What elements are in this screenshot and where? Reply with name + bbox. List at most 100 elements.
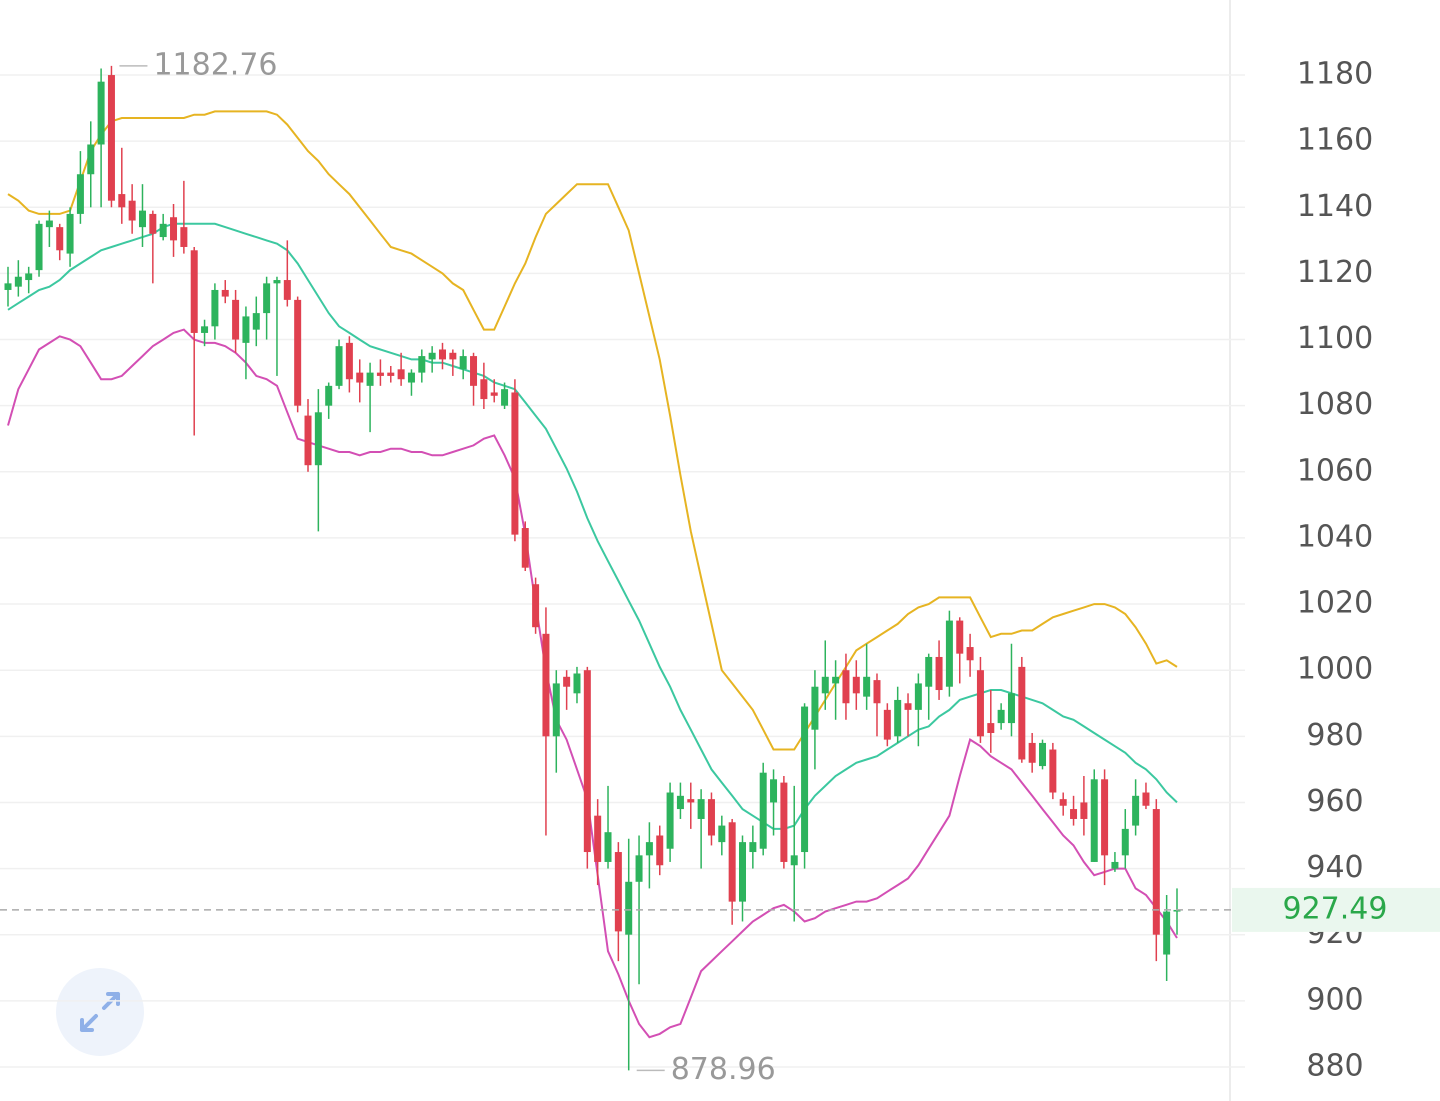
- candle-body: [821, 676, 829, 694]
- candle-body: [1142, 792, 1150, 806]
- candle-body: [749, 842, 757, 853]
- candle-body: [14, 276, 22, 287]
- candle-body: [842, 670, 850, 704]
- candle-body: [832, 676, 840, 684]
- candle-body: [552, 683, 560, 737]
- candle-body: [273, 280, 281, 284]
- candle-body: [1007, 693, 1015, 724]
- candle-body: [159, 223, 167, 238]
- candle-body: [325, 385, 333, 406]
- candle-body: [904, 703, 912, 710]
- candle-body: [1132, 795, 1140, 826]
- candle-body: [883, 709, 891, 740]
- candle-body: [97, 81, 105, 145]
- candle-body: [925, 656, 933, 687]
- candle-body: [997, 709, 1005, 724]
- candle-body: [201, 326, 209, 333]
- candle-body: [118, 194, 126, 208]
- candle-body: [470, 356, 478, 386]
- candle-body: [221, 289, 229, 297]
- y-tick-label: 1100: [1297, 321, 1373, 356]
- candle-body: [376, 372, 384, 376]
- candle-body: [976, 670, 984, 737]
- band-line: [7, 328, 1178, 1039]
- candle-body: [604, 832, 612, 862]
- candle-body: [594, 815, 602, 862]
- candle-body: [459, 356, 467, 370]
- candle-body: [759, 772, 767, 849]
- candle-body: [1152, 809, 1160, 935]
- candle-body: [490, 392, 498, 396]
- candle-body: [283, 280, 291, 300]
- y-tick-label: 940: [1306, 850, 1363, 885]
- candle-body: [852, 676, 860, 694]
- candle-body: [211, 289, 219, 327]
- candle-body: [180, 227, 188, 247]
- candle-body: [687, 799, 695, 803]
- band-line: [7, 110, 1178, 751]
- candle-body: [45, 220, 53, 228]
- candle-body: [573, 673, 581, 694]
- y-tick-label: 1060: [1297, 453, 1373, 488]
- y-tick-label: 980: [1306, 718, 1363, 753]
- candle-body: [945, 620, 953, 687]
- candle-body: [914, 683, 922, 710]
- candle-body: [1101, 779, 1109, 856]
- candle-body: [304, 415, 312, 466]
- candle-body: [718, 825, 726, 843]
- y-tick-label: 1000: [1297, 652, 1373, 687]
- candle-body: [645, 842, 653, 856]
- extreme-label: 1182.76: [153, 47, 277, 82]
- candle-body: [87, 144, 95, 175]
- candle-body: [397, 369, 405, 380]
- candle-body: [128, 200, 136, 221]
- candle-body: [418, 356, 426, 373]
- candle-body: [697, 799, 705, 819]
- candle-body: [1163, 911, 1171, 955]
- candle-body: [511, 392, 519, 535]
- y-tick-label: 1020: [1297, 586, 1373, 621]
- candle-body: [170, 217, 178, 241]
- candle-body: [873, 680, 881, 704]
- y-tick-label: 900: [1306, 982, 1363, 1017]
- current-price-box: [1232, 887, 1440, 932]
- candle-body: [190, 250, 198, 333]
- candle-body: [314, 412, 322, 466]
- candle-body: [480, 379, 488, 400]
- candle-body: [387, 372, 395, 376]
- candle-body: [107, 75, 115, 201]
- expand-circle: [56, 968, 144, 1056]
- candle-body: [25, 273, 33, 281]
- candle-body: [1018, 666, 1026, 760]
- candle-body: [428, 352, 436, 360]
- y-tick-label: 880: [1306, 1048, 1363, 1083]
- candle-body: [728, 822, 736, 902]
- candle-body: [935, 656, 943, 691]
- y-tick-label: 1180: [1297, 57, 1373, 92]
- candle-body: [656, 835, 664, 866]
- candle-body: [1028, 742, 1036, 763]
- candle-body: [676, 795, 684, 810]
- candle-body: [449, 352, 457, 360]
- candle-body: [532, 584, 540, 628]
- candle-body: [335, 346, 343, 386]
- candle-body: [894, 699, 902, 737]
- y-tick-label: 1040: [1297, 519, 1373, 554]
- candle-body: [76, 174, 84, 214]
- candle-body: [356, 372, 364, 383]
- candle-body: [35, 223, 43, 271]
- candle-body: [407, 372, 415, 383]
- candle-body: [366, 372, 374, 386]
- candle-body: [521, 528, 529, 568]
- candle-body: [232, 299, 240, 340]
- candle-body: [966, 647, 974, 661]
- expand-button[interactable]: [56, 968, 144, 1056]
- candle-body: [294, 299, 302, 406]
- candle-body: [625, 881, 633, 935]
- candle-body: [1059, 799, 1067, 806]
- candle-body: [635, 855, 643, 882]
- candle-body: [138, 210, 146, 228]
- candle-body: [707, 799, 715, 836]
- candle-body: [563, 676, 571, 687]
